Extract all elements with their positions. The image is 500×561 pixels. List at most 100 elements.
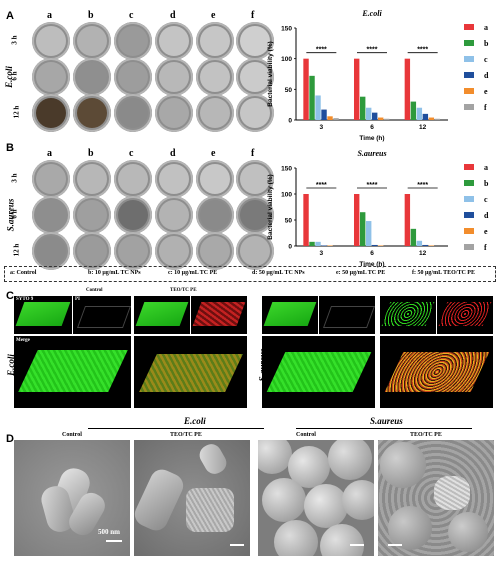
panel-letter-c: C <box>6 290 14 302</box>
saureus-legend-label-d: d <box>484 211 489 220</box>
confocal-ecoli-treated-pi <box>191 296 247 334</box>
column-label-a: a <box>47 148 52 159</box>
treatment-legend-a: a: Control <box>10 270 37 276</box>
column-label-b: b <box>88 148 94 159</box>
saureus-bar-b-6 <box>360 212 366 246</box>
saureus-legend-swatch-a <box>464 164 474 170</box>
sem-ecoli-divider <box>88 428 264 429</box>
saureus-bar-e-3 <box>327 245 333 246</box>
ecoli-xtick-12: 12 <box>419 124 427 131</box>
panel-letter-b: B <box>6 142 14 154</box>
confocal-saureus-treated-pi <box>437 296 493 334</box>
petri-dish-ecoli-c-12h <box>114 94 152 132</box>
ecoli-bar-a-3 <box>303 58 309 120</box>
confocal-ecoli-control-label: Control <box>86 288 103 293</box>
saureus-legend-swatch-b <box>464 180 474 186</box>
ecoli-sig-stars: **** <box>316 47 327 54</box>
petri-dish-saureus-d-12h <box>155 232 193 270</box>
treatment-legend-b: b: 10 μg/mL TC NPs <box>88 270 141 276</box>
petri-dish-saureus-b-3h <box>73 160 111 198</box>
ecoli-title: E.coli <box>361 9 382 18</box>
sem-saureus-treated <box>378 440 494 556</box>
saureus-ytick-label: 150 <box>281 166 292 173</box>
saureus-legend-swatch-c <box>464 196 474 202</box>
saureus-legend-swatch-f <box>464 244 474 250</box>
petri-dish-saureus-e-12h <box>196 232 234 270</box>
saureus-title: S.aureus <box>357 149 386 158</box>
sem-ecoli-title: E.coli <box>184 416 206 426</box>
ecoli-bar-f-6 <box>384 118 390 120</box>
sem-saureus-control <box>258 440 374 556</box>
ecoli-bar-b-3 <box>309 75 315 120</box>
ecoli-ytick-label: 150 <box>281 26 292 33</box>
petri-dish-ecoli-f-12h <box>236 94 274 132</box>
petri-dish-saureus-b-6h <box>73 196 111 234</box>
petri-dish-ecoli-f-6h <box>236 58 274 96</box>
column-label-e: e <box>211 148 216 159</box>
saureus-legend-label-f: f <box>484 243 487 252</box>
scale-bar <box>106 540 122 542</box>
saureus-bar-a-12 <box>404 194 411 246</box>
row-label-3h: 3 h <box>10 173 19 183</box>
petri-dish-saureus-f-12h <box>236 232 274 270</box>
saureus-bar-b-12 <box>410 228 417 246</box>
ecoli-legend-swatch-d <box>464 72 474 78</box>
sem-saureus-divider <box>296 428 472 429</box>
saureus-bar-d-3 <box>321 245 327 246</box>
saureus-bar-a-3 <box>303 194 309 246</box>
column-label-a: a <box>47 10 52 21</box>
ecoli-ytick-label: 100 <box>281 56 292 63</box>
saureus-ytick-label: 0 <box>288 244 292 251</box>
petri-dish-saureus-c-6h <box>114 196 152 234</box>
sem-ecoli-control-label: Control <box>62 432 82 438</box>
confocal-ecoli-control-merge: Merge <box>14 336 131 408</box>
ecoli-ytick-label: 50 <box>285 87 293 94</box>
confocal-ecoli-control-syto: SYTO 9 <box>14 296 72 334</box>
sem-saureus-control-label: Control <box>296 432 316 438</box>
confocal-saureus-control-merge <box>262 336 375 408</box>
saureus-sig-stars: **** <box>367 182 378 189</box>
ecoli-ytick-label: 0 <box>288 118 292 125</box>
chart-saureus-viability: S.aureus 0 50 100 150 Bacterial viability (%)… <box>267 149 489 268</box>
saureus-xtick-6: 6 <box>370 250 374 257</box>
pi-label: PI <box>75 297 80 302</box>
petri-dish-saureus-c-3h <box>114 160 152 198</box>
petri-dish-ecoli-e-12h <box>196 94 234 132</box>
sem-saureus-title: S.aureus <box>370 416 403 426</box>
ecoli-ylabel: Bacterial viability (%) <box>267 41 274 106</box>
ecoli-bar-a-12 <box>404 58 411 120</box>
panel-letter-a: A <box>6 10 14 22</box>
petri-dish-ecoli-d-12h <box>155 94 193 132</box>
scale-bar <box>388 544 402 546</box>
ecoli-xtick-3: 3 <box>320 124 324 131</box>
column-label-f: f <box>251 10 255 21</box>
petri-dish-saureus-f-3h <box>236 160 274 198</box>
petri-dish-ecoli-d-6h <box>155 58 193 96</box>
sem-saureus-treated-label: TEO/TC PE <box>410 432 442 438</box>
row-label-12h: 12 h <box>12 243 21 257</box>
ecoli-legend-label-c: c <box>484 55 488 64</box>
saureus-bar-d-6 <box>372 244 378 246</box>
ecoli-legend-swatch-e <box>464 88 474 94</box>
column-label-f: f <box>251 148 255 159</box>
saureus-legend-swatch-d <box>464 212 474 218</box>
ecoli-legend-label-b: b <box>484 39 489 48</box>
ecoli-legend-label-a: a <box>484 23 488 32</box>
column-label-d: d <box>170 148 176 159</box>
ecoli-bar-e-6 <box>378 117 384 120</box>
petri-dish-ecoli-b-6h <box>73 58 111 96</box>
petri-dish-saureus-b-12h <box>73 232 111 270</box>
ecoli-legend-swatch-f <box>464 104 474 110</box>
scale-bar <box>350 544 364 546</box>
ecoli-sig-stars: **** <box>417 47 428 54</box>
column-label-c: c <box>129 10 134 21</box>
panel-letter-d: D <box>6 433 14 445</box>
ecoli-bar-d-12 <box>422 113 429 120</box>
ecoli-bar-d-6 <box>372 112 378 120</box>
ecoli-legend-label-e: e <box>484 87 488 96</box>
ecoli-sig-stars: **** <box>367 47 378 54</box>
ecoli-legend-swatch-b <box>464 40 474 46</box>
ecoli-bar-b-6 <box>360 96 366 120</box>
saureus-bar-c-3 <box>315 241 321 246</box>
column-label-b: b <box>88 10 94 21</box>
